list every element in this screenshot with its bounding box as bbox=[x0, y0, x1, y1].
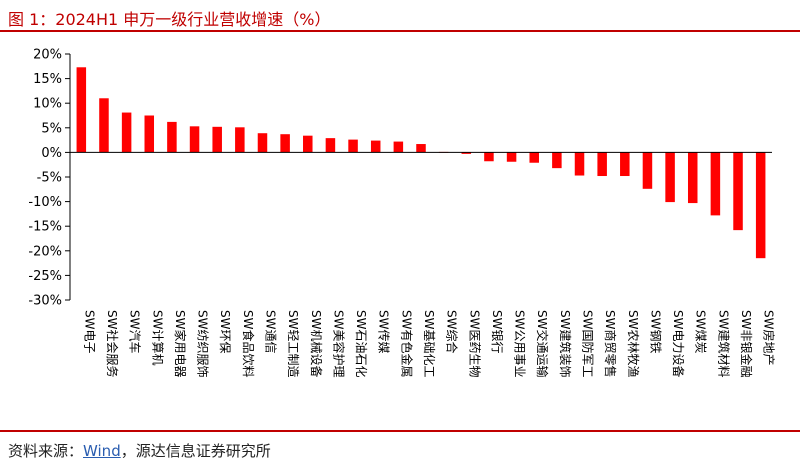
bar bbox=[257, 133, 268, 153]
bar bbox=[393, 141, 404, 153]
x-tick-label: SW纺织服饰 bbox=[196, 310, 210, 377]
x-tick-label: SW汽车 bbox=[128, 310, 143, 353]
bar bbox=[597, 152, 607, 177]
y-tick-label: -10% bbox=[28, 195, 62, 210]
x-tick-label: SW有色金属 bbox=[399, 310, 414, 377]
x-tick-label: SW基础化工 bbox=[422, 310, 436, 377]
y-axis: 20% 15% 10% 5% 0% -5% -10% -15% -20% -25% -30% bbox=[28, 48, 71, 309]
bar bbox=[370, 140, 381, 153]
source-wind-link[interactable]: Wind bbox=[83, 442, 121, 460]
x-tick-label: SW轻工制造 bbox=[286, 310, 300, 377]
bar bbox=[484, 152, 494, 162]
x-tick-label: SW房地产 bbox=[762, 310, 777, 365]
title-rule bbox=[0, 30, 800, 32]
y-tick-label: 20% bbox=[33, 48, 62, 63]
bar bbox=[710, 152, 721, 216]
x-tick-label: SW家用电器 bbox=[173, 310, 188, 377]
y-tick-label: 10% bbox=[33, 97, 62, 112]
x-tick-label: SW电子 bbox=[82, 310, 96, 353]
x-tick-label: SW农林牧渔 bbox=[626, 310, 640, 377]
bar bbox=[144, 115, 155, 153]
y-tick-label: -15% bbox=[28, 220, 62, 235]
bar bbox=[755, 152, 766, 259]
bar bbox=[303, 135, 313, 153]
category-labels: SW电子 SW社会服务 SW汽车 SW计算机 SW家用电器 SW纺织服饰 SW环保 SW食品饮… bbox=[82, 310, 776, 377]
source-rule bbox=[0, 430, 800, 432]
bar bbox=[348, 139, 358, 153]
bar bbox=[280, 134, 290, 153]
x-tick-label: SW公用事业 bbox=[513, 310, 527, 377]
x-tick-label: SW环保 bbox=[218, 310, 232, 353]
bar bbox=[121, 112, 132, 153]
x-tick-label: SW食品饮料 bbox=[241, 310, 256, 377]
bar-chart: 20% 15% 10% 5% 0% -5% -10% -15% -20% -25% -30% SW电… bbox=[28, 48, 776, 378]
y-tick-label: -30% bbox=[28, 294, 62, 309]
y-tick-label: 15% bbox=[33, 72, 62, 87]
bar bbox=[235, 127, 245, 153]
bar bbox=[687, 152, 698, 204]
source-note: 资料来源：Wind，源达信息证券研究所 bbox=[8, 440, 271, 461]
x-tick-label: SW国防军工 bbox=[581, 310, 596, 377]
x-tick-label: SW煤炭 bbox=[694, 310, 708, 353]
x-tick-label: SW建筑装饰 bbox=[558, 310, 573, 377]
source-prefix: 资料来源： bbox=[8, 442, 84, 460]
x-tick-label: SW机械设备 bbox=[309, 310, 324, 377]
bars bbox=[76, 67, 766, 259]
source-suffix: ，源达信息证券研究所 bbox=[120, 442, 271, 460]
x-tick-label: SW商贸零售 bbox=[603, 310, 618, 377]
bar bbox=[665, 152, 675, 203]
bar bbox=[167, 121, 177, 153]
y-tick-label: 5% bbox=[41, 121, 62, 136]
x-tick-label: SW计算机 bbox=[150, 310, 165, 365]
x-tick-label: SW建筑材料 bbox=[716, 310, 731, 377]
x-tick-label: SW石油石化 bbox=[354, 310, 368, 377]
bar bbox=[416, 144, 426, 153]
x-tick-label: SW综合 bbox=[445, 310, 460, 353]
bar bbox=[461, 152, 472, 154]
bar bbox=[506, 152, 517, 162]
bar bbox=[620, 152, 630, 177]
y-tick-label: -20% bbox=[28, 244, 62, 259]
x-tick-label: SW传媒 bbox=[377, 310, 392, 353]
bar bbox=[99, 98, 109, 153]
x-tick-label: SW银行 bbox=[490, 310, 504, 353]
x-tick-label: SW电力设备 bbox=[671, 310, 685, 377]
x-tick-label: SW美容护理 bbox=[331, 310, 346, 377]
x-tick-label: SW钢铁 bbox=[648, 310, 662, 353]
x-tick-label: SW社会服务 bbox=[105, 310, 120, 377]
bar bbox=[189, 126, 200, 153]
bar bbox=[529, 152, 539, 163]
y-tick-label: -5% bbox=[37, 171, 62, 186]
bar bbox=[76, 67, 87, 153]
bar bbox=[212, 126, 222, 153]
y-tick-label: -25% bbox=[28, 269, 62, 284]
bar bbox=[642, 152, 653, 189]
x-tick-label: SW交通运输 bbox=[535, 310, 550, 377]
bar bbox=[574, 152, 585, 176]
chart-title: 图 1：2024H1 申万一级行业营收增速（%） bbox=[8, 10, 331, 29]
bar bbox=[325, 138, 336, 153]
bar bbox=[552, 152, 562, 169]
y-tick-label: 0% bbox=[41, 146, 62, 161]
x-tick-label: SW通信 bbox=[263, 310, 277, 353]
bar bbox=[733, 152, 743, 231]
x-tick-label: SW医药生物 bbox=[467, 310, 481, 377]
x-tick-label: SW非银金融 bbox=[739, 310, 754, 377]
